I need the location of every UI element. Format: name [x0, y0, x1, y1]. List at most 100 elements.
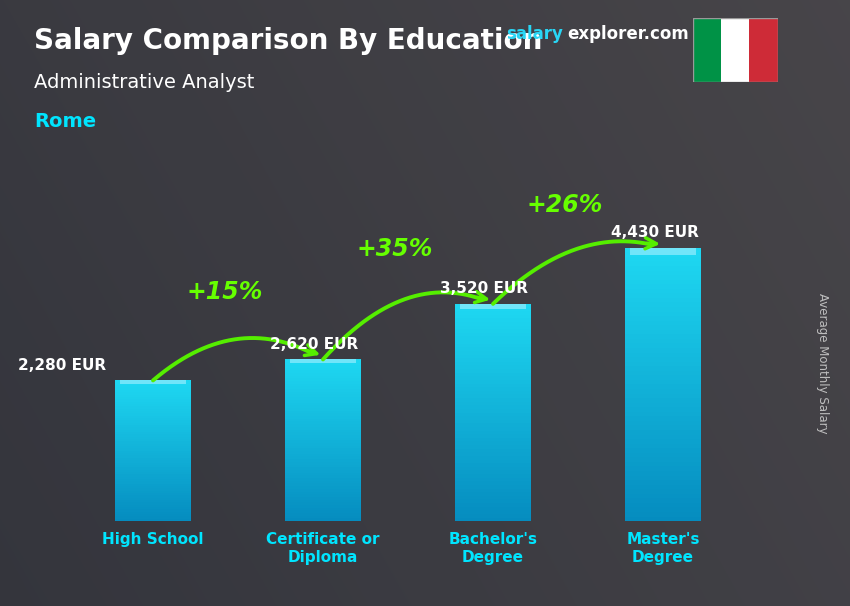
- Text: 3,520 EUR: 3,520 EUR: [440, 282, 529, 296]
- Bar: [455, 355, 531, 358]
- Bar: [455, 448, 531, 452]
- Bar: [625, 293, 701, 298]
- Text: 2,620 EUR: 2,620 EUR: [270, 337, 359, 352]
- Bar: [115, 488, 191, 491]
- Bar: [625, 421, 701, 425]
- Bar: [625, 330, 701, 335]
- Bar: [455, 456, 531, 459]
- Bar: [455, 347, 531, 351]
- Bar: [115, 510, 191, 512]
- Bar: [455, 424, 531, 427]
- Bar: [455, 311, 531, 315]
- Bar: [625, 444, 701, 448]
- Bar: [455, 384, 531, 387]
- Text: 2,280 EUR: 2,280 EUR: [18, 358, 106, 373]
- Bar: [625, 284, 701, 288]
- Bar: [455, 459, 531, 463]
- Bar: [455, 405, 531, 409]
- Bar: [115, 381, 191, 383]
- Bar: [625, 453, 701, 458]
- Bar: [455, 362, 531, 365]
- Bar: [625, 398, 701, 402]
- Bar: [285, 359, 361, 362]
- Bar: [625, 302, 701, 307]
- Bar: [625, 270, 701, 275]
- Bar: [455, 503, 531, 507]
- Bar: [285, 499, 361, 502]
- Bar: [625, 311, 701, 316]
- Bar: [455, 485, 531, 488]
- Bar: [455, 481, 531, 485]
- Bar: [285, 389, 361, 392]
- Bar: [625, 489, 701, 494]
- Bar: [285, 462, 361, 465]
- Text: salary: salary: [506, 25, 563, 44]
- Bar: [455, 510, 531, 514]
- Bar: [625, 412, 701, 416]
- Bar: [115, 390, 191, 392]
- Bar: [455, 499, 531, 503]
- Bar: [455, 442, 531, 445]
- Bar: [115, 516, 191, 519]
- Bar: [625, 348, 701, 353]
- Bar: [115, 502, 191, 505]
- Bar: [285, 519, 361, 521]
- Bar: [461, 304, 525, 309]
- Text: explorer.com: explorer.com: [567, 25, 688, 44]
- Bar: [285, 365, 361, 367]
- Bar: [625, 257, 701, 261]
- Bar: [291, 359, 355, 364]
- Bar: [285, 443, 361, 445]
- Bar: [625, 512, 701, 516]
- Bar: [115, 486, 191, 488]
- Bar: [285, 416, 361, 419]
- Bar: [285, 451, 361, 454]
- Bar: [285, 413, 361, 416]
- Bar: [625, 416, 701, 421]
- Bar: [115, 500, 191, 502]
- Bar: [455, 391, 531, 395]
- Bar: [121, 381, 185, 384]
- Bar: [455, 514, 531, 518]
- Bar: [285, 516, 361, 519]
- Bar: [625, 425, 701, 430]
- Bar: [455, 398, 531, 402]
- Bar: [285, 397, 361, 400]
- Bar: [285, 424, 361, 427]
- Bar: [625, 371, 701, 375]
- Bar: [455, 413, 531, 416]
- Bar: [625, 393, 701, 398]
- Bar: [115, 422, 191, 425]
- Bar: [625, 353, 701, 357]
- Bar: [115, 387, 191, 390]
- Bar: [115, 408, 191, 411]
- Bar: [625, 275, 701, 279]
- Bar: [625, 384, 701, 389]
- Bar: [625, 375, 701, 380]
- Bar: [285, 373, 361, 376]
- Bar: [625, 298, 701, 302]
- Text: Rome: Rome: [34, 112, 96, 131]
- Bar: [115, 458, 191, 460]
- Bar: [455, 325, 531, 329]
- Bar: [455, 329, 531, 333]
- Bar: [285, 384, 361, 387]
- Text: +15%: +15%: [186, 280, 263, 304]
- Bar: [285, 427, 361, 430]
- Bar: [455, 351, 531, 355]
- Bar: [693, 18, 721, 82]
- Bar: [625, 462, 701, 467]
- Bar: [455, 307, 531, 311]
- Bar: [625, 266, 701, 270]
- Bar: [115, 476, 191, 479]
- Bar: [625, 357, 701, 362]
- Bar: [285, 486, 361, 489]
- Bar: [625, 498, 701, 503]
- Bar: [115, 474, 191, 476]
- Bar: [285, 419, 361, 421]
- Bar: [625, 252, 701, 257]
- Bar: [115, 507, 191, 510]
- Bar: [115, 418, 191, 421]
- Bar: [285, 491, 361, 494]
- Bar: [285, 432, 361, 435]
